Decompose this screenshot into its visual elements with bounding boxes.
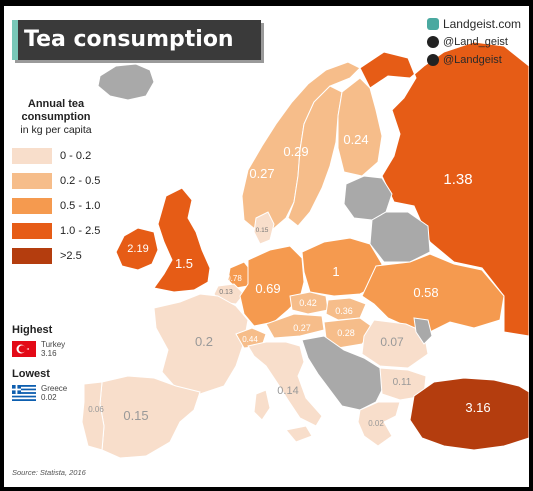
- label-norway: 0.27: [249, 166, 274, 181]
- europe-map: 2.19 1.5 0.27 0.29 0.24 1.38 0.15 0.78 0…: [81, 41, 529, 459]
- region-balkans: [301, 335, 385, 411]
- greece-flag-icon: [12, 385, 36, 401]
- label-romania: 0.07: [380, 335, 404, 349]
- region-belarus: [369, 211, 431, 263]
- region-sicily: [285, 425, 313, 443]
- region-norway: [241, 61, 361, 231]
- highest-heading: Highest: [12, 324, 53, 336]
- region-austria: [265, 313, 325, 339]
- legend-swatch: [12, 173, 52, 189]
- region-denmark: [253, 211, 275, 245]
- label-austria: 0.27: [293, 323, 311, 333]
- label-switzerland: 0.44: [242, 335, 258, 344]
- region-switzerland: [235, 327, 267, 349]
- label-ireland: 2.19: [127, 243, 148, 255]
- region-portugal: [81, 381, 105, 451]
- legend-label: 0 - 0.2: [60, 150, 92, 162]
- region-sweden: [287, 85, 343, 227]
- region-italy: [247, 341, 323, 427]
- twitter-icon: [426, 54, 439, 66]
- legend-title-line2: consumption: [21, 111, 91, 123]
- region-finland: [337, 77, 383, 177]
- legend-swatch: [12, 198, 52, 214]
- label-france: 0.2: [195, 334, 213, 349]
- highest-text: Turkey 3.16: [41, 340, 65, 358]
- lowest-heading: Lowest: [12, 368, 50, 380]
- highest-value: 3.16: [41, 349, 57, 358]
- legend-title: Annual tea consumption in kg per capita: [10, 98, 102, 137]
- legend-swatch: [12, 148, 52, 164]
- turkey-flag-icon: [12, 341, 36, 357]
- label-poland: 1: [332, 264, 339, 279]
- globe-icon: [426, 18, 439, 30]
- title-accent-bar: [12, 20, 18, 60]
- legend-label: 0.2 - 0.5: [60, 175, 101, 187]
- legend-item: 0.2 - 0.5: [12, 173, 100, 189]
- label-united-kingdom: 1.5: [175, 256, 193, 271]
- legend-swatch: [12, 248, 52, 264]
- title-banner: Tea consumption: [12, 20, 261, 60]
- label-czechia: 0.42: [299, 298, 317, 308]
- region-germany: [239, 245, 305, 327]
- label-belgium: 0.13: [219, 289, 233, 296]
- social-instagram[interactable]: @Land_geist: [426, 34, 521, 50]
- source-note: Source: Statista, 2016: [12, 468, 86, 477]
- label-spain: 0.15: [123, 408, 148, 423]
- label-sweden: 0.29: [283, 144, 308, 159]
- legend-title-line1: Annual tea: [27, 98, 85, 110]
- label-greece: 0.02: [368, 419, 384, 428]
- label-denmark: 0.15: [256, 227, 269, 234]
- lowest-country: Greece: [41, 384, 68, 393]
- region-romania: [361, 319, 429, 369]
- region-turkey: [409, 377, 529, 451]
- label-bulgaria: 0.11: [393, 377, 412, 388]
- highest-country: Turkey: [41, 340, 66, 349]
- region-greece: [357, 401, 401, 447]
- social-twitter-text: @Landgeist: [442, 54, 502, 66]
- legend-label: 0.5 - 1.0: [60, 200, 101, 212]
- label-ukraine: 0.58: [413, 285, 438, 300]
- label-netherlands: 0.78: [226, 274, 242, 283]
- map-page: 2.19 1.5 0.27 0.29 0.24 1.38 0.15 0.78 0…: [4, 6, 529, 487]
- instagram-icon: [426, 36, 439, 48]
- region-sardinia: [253, 389, 271, 421]
- label-finland: 0.24: [343, 132, 368, 147]
- social-instagram-text: @Land_geist: [442, 36, 508, 48]
- region-iceland: [97, 63, 155, 101]
- legend-item: 0.5 - 1.0: [12, 198, 100, 214]
- legend-item: >2.5: [12, 248, 82, 264]
- label-turkey: 3.16: [465, 400, 490, 415]
- label-russia: 1.38: [443, 171, 472, 188]
- legend-item: 0 - 0.2: [12, 148, 91, 164]
- map-title: Tea consumption: [24, 27, 234, 52]
- region-france: [153, 293, 249, 395]
- label-hungary: 0.28: [337, 328, 355, 338]
- social-twitter[interactable]: @Landgeist: [426, 52, 521, 68]
- label-germany: 0.69: [255, 281, 280, 296]
- label-slovakia: 0.36: [335, 306, 353, 316]
- legend-label: 1.0 - 2.5: [60, 225, 101, 237]
- region-ireland: [115, 227, 159, 271]
- label-italy: 0.14: [277, 385, 298, 397]
- social-site[interactable]: Landgeist.com: [426, 16, 521, 32]
- legend-subtitle: in kg per capita: [20, 124, 92, 136]
- region-moldova: [413, 317, 433, 345]
- social-block: Landgeist.com @Land_geist @Landgeist: [426, 16, 521, 70]
- legend-item: 1.0 - 2.5: [12, 223, 100, 239]
- region-ukraine: [361, 253, 505, 333]
- legend-swatch: [12, 223, 52, 239]
- region-spain: [99, 375, 201, 459]
- lowest-entry: Greece 0.02: [12, 384, 67, 402]
- social-site-text: Landgeist.com: [442, 17, 521, 31]
- highest-entry: Turkey 3.16: [12, 340, 65, 358]
- lowest-value: 0.02: [41, 393, 57, 402]
- region-united-kingdom: [153, 187, 211, 293]
- label-portugal: 0.06: [88, 405, 104, 414]
- legend-label: >2.5: [60, 250, 82, 262]
- lowest-text: Greece 0.02: [41, 384, 67, 402]
